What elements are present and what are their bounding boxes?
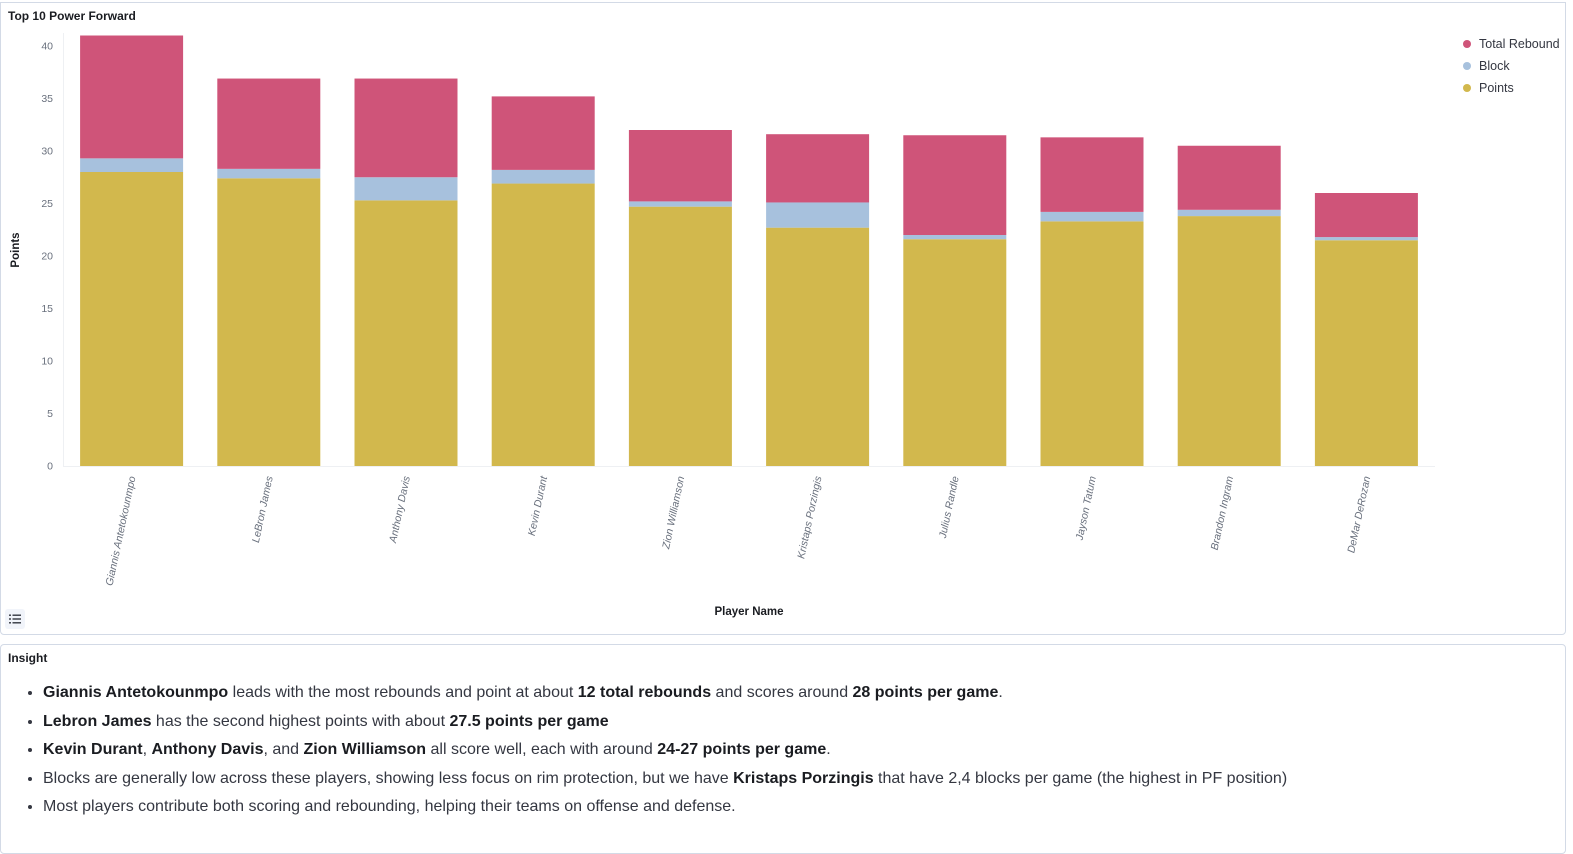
y-tick-label: 15 [41, 303, 53, 315]
legend-item-block[interactable]: Block [1463, 55, 1560, 77]
bar-total-rebound[interactable] [1040, 137, 1144, 212]
bar-total-rebound[interactable] [354, 78, 458, 178]
y-tick-label: 10 [41, 356, 53, 368]
insight-highlight: 28 points per game [852, 684, 999, 701]
legend-toggle-button[interactable] [5, 609, 25, 629]
insight-highlight: 27.5 points per game [449, 712, 609, 730]
legend-item-points[interactable]: Points [1463, 77, 1560, 99]
insight-list: Giannis Antetokounmpo leads with the mos… [1, 679, 1543, 822]
legend-item-total-rebound[interactable]: Total Rebound [1463, 33, 1560, 55]
y-tick-label: 5 [47, 408, 53, 420]
insight-highlight: Kristaps Porzingis [733, 769, 874, 787]
bar-total-rebound[interactable] [766, 134, 870, 203]
bar-points[interactable] [80, 172, 184, 466]
bar-points[interactable] [1177, 216, 1281, 466]
insight-highlight: Lebron James [43, 712, 152, 730]
insight-highlight: Anthony Davis [151, 741, 264, 758]
insight-text: has the second highest points with about [151, 712, 450, 730]
y-tick-label: 40 [41, 41, 53, 53]
legend-swatch-total-rebound [1463, 40, 1471, 48]
x-tick-label: Jayson Tatum [1073, 475, 1099, 542]
insight-item: Giannis Antetokounmpo leads with the mos… [43, 679, 1543, 708]
legend-label: Points [1479, 81, 1514, 95]
insight-text: Blocks are generally low across these pl… [43, 769, 734, 787]
chart-title: Top 10 Power Forward [8, 9, 136, 23]
x-tick-label: Brandon Ingram [1209, 475, 1236, 551]
list-icon [9, 614, 21, 624]
bar-points[interactable] [1314, 240, 1418, 466]
insight-text: all score well, each with around [426, 741, 658, 758]
bar-total-rebound[interactable] [1314, 193, 1418, 238]
insight-text: and scores around [711, 684, 853, 701]
x-tick-label: Julius Randle [937, 475, 962, 540]
bar-points[interactable] [491, 183, 595, 467]
bar-points[interactable] [628, 206, 732, 466]
bar-block[interactable] [217, 168, 321, 179]
bar-total-rebound[interactable] [491, 96, 595, 170]
bar-points[interactable] [903, 239, 1007, 466]
insight-item: Lebron James has the second highest poin… [43, 708, 1543, 737]
legend-label: Total Rebound [1479, 37, 1560, 51]
insight-title: Insight [8, 651, 48, 665]
bar-block[interactable] [766, 202, 870, 228]
insight-text: , and [263, 741, 304, 758]
bar-block[interactable] [80, 158, 184, 172]
bar-points[interactable] [354, 200, 458, 466]
insight-text: leads with the most rebounds and point a… [228, 684, 578, 701]
bar-block[interactable] [1314, 237, 1418, 241]
bar-total-rebound[interactable] [628, 130, 732, 202]
insight-highlight: Kevin Durant [43, 741, 143, 758]
legend-swatch-block [1463, 62, 1471, 70]
bar-block[interactable] [903, 235, 1007, 240]
x-tick-label: Anthony Davis [387, 474, 413, 544]
x-tick-label: Kristaps Porzingis [795, 474, 824, 559]
bar-block[interactable] [628, 201, 732, 207]
y-tick-label: 0 [47, 461, 53, 473]
insight-highlight: Giannis Antetokounmpo [43, 684, 229, 701]
insight-item: Most players contribute both scoring and… [43, 793, 1543, 822]
insight-text: . [998, 684, 1003, 701]
y-tick-label: 35 [41, 93, 53, 105]
chart-legend: Total Rebound Block Points [1463, 33, 1560, 99]
y-tick-label: 30 [41, 146, 53, 158]
y-tick-label: 20 [41, 251, 53, 263]
legend-swatch-points [1463, 84, 1471, 92]
insight-text: . [826, 741, 831, 758]
bar-total-rebound[interactable] [80, 35, 184, 159]
insight-text: Most players contribute both scoring and… [43, 798, 736, 815]
bar-points[interactable] [217, 178, 321, 467]
legend-label: Block [1479, 59, 1510, 73]
x-tick-label: Kevin Durant [526, 474, 551, 537]
bar-points[interactable] [1040, 221, 1144, 466]
insight-panel: Insight Giannis Antetokounmpo leads with… [0, 644, 1566, 854]
x-axis-title: Player Name [714, 606, 783, 618]
y-axis-title: Points [10, 232, 22, 267]
insight-item: Kevin Durant, Anthony Davis, and Zion Wi… [43, 736, 1543, 765]
bar-points[interactable] [766, 227, 870, 466]
stacked-bar-chart: 0 5 10 15 20 25 30 35 40 Points Player Name Giannis… [10, 33, 1435, 618]
bar-block[interactable] [1040, 211, 1144, 222]
insight-highlight: Zion Williamson [303, 741, 427, 758]
bar-total-rebound[interactable] [217, 78, 321, 169]
x-tick-label: DeMar DeRozan [1345, 475, 1373, 554]
x-tick-label: Zion Williamson [660, 475, 687, 551]
bar-total-rebound[interactable] [1177, 145, 1281, 210]
insight-text: that have 2,4 blocks per game (the highe… [873, 769, 1288, 787]
x-tick-label: LeBron James [250, 474, 276, 543]
bar-total-rebound[interactable] [903, 135, 1007, 235]
bar-block[interactable] [1177, 209, 1281, 217]
x-tick-label: Giannis Antetokounmpo [104, 475, 139, 587]
insight-highlight: 24-27 points per game [657, 741, 827, 758]
insight-highlight: 12 total rebounds [577, 684, 712, 701]
insight-item: Blocks are generally low across these pl… [43, 765, 1543, 794]
insight-text: , [142, 741, 152, 758]
bar-block[interactable] [354, 177, 458, 201]
chart-panel: Top 10 Power Forward 0 5 10 15 20 25 30 35 40 Poi… [0, 2, 1566, 635]
bar-block[interactable] [491, 169, 595, 184]
y-tick-label: 25 [41, 198, 53, 210]
